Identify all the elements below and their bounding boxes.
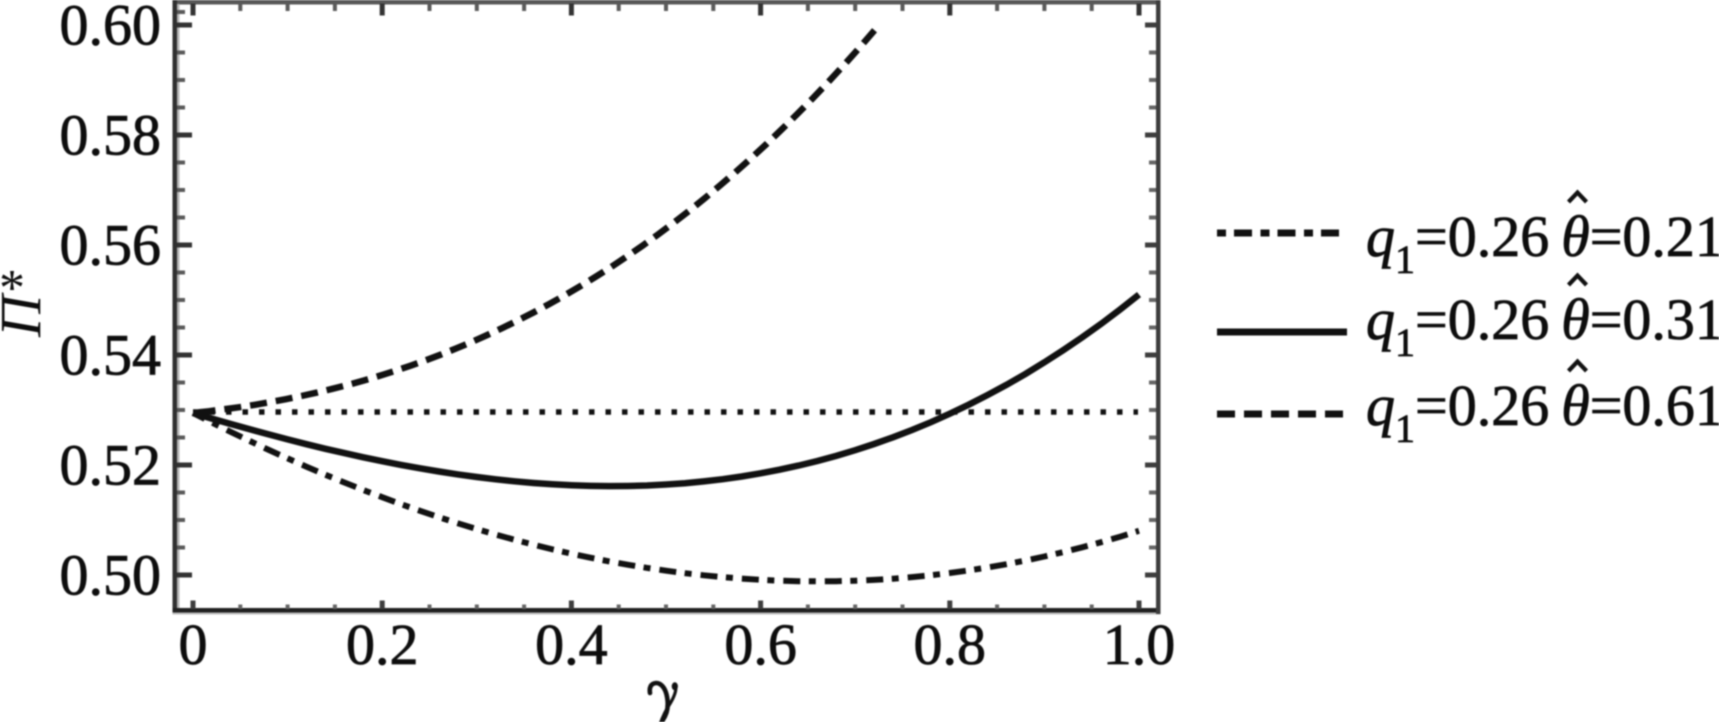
svg-text:0: 0 [179,612,208,677]
svg-text:0.54: 0.54 [60,323,162,388]
svg-text:0.50: 0.50 [60,543,162,608]
svg-text:1.0: 1.0 [1103,612,1176,677]
svg-text:q1=0.26θ=0.61: q1=0.26 θ=0.61 [1366,373,1719,451]
svg-text:0.56: 0.56 [60,213,162,278]
svg-text:0.2: 0.2 [346,612,419,677]
svg-text:0.4: 0.4 [535,612,608,677]
svg-text:Π: Π [0,292,53,338]
svg-text:q1=0.26θ=0.21: q1=0.26 θ=0.21 [1366,204,1719,282]
svg-text:0.52: 0.52 [60,433,162,498]
svg-text:0.58: 0.58 [60,103,162,168]
svg-text:0.6: 0.6 [724,612,797,677]
svg-text:*: * [0,260,25,317]
svg-text:0.8: 0.8 [914,612,987,677]
svg-text:q1=0.26θ=0.31: q1=0.26 θ=0.31 [1366,287,1719,365]
svg-text:0.60: 0.60 [60,0,162,58]
